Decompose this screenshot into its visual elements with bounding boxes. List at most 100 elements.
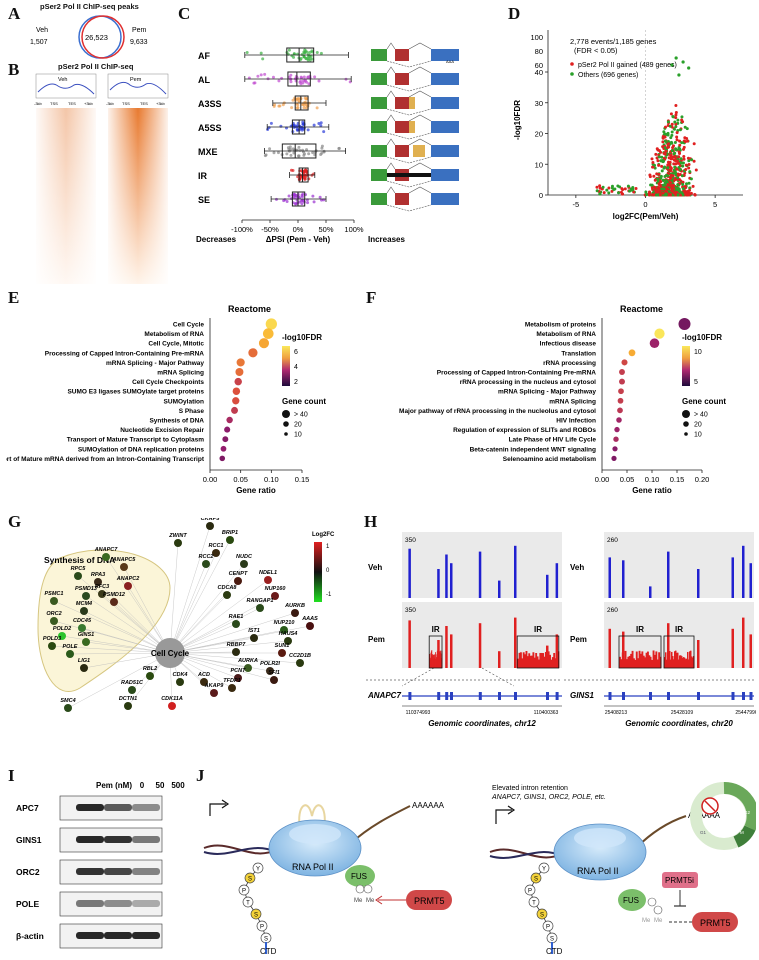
dot-size-tick: 10 [694, 432, 702, 439]
ctd-bead [250, 908, 262, 920]
c-exon [371, 193, 387, 205]
d-point [669, 166, 673, 170]
dot-term-label: HIV Infection [556, 418, 596, 425]
ctd-bead [530, 872, 542, 884]
c-category-label: AL [198, 75, 210, 85]
c-box [281, 143, 317, 159]
d-point [673, 178, 677, 182]
d-point [595, 185, 599, 189]
h-scale: 350 [405, 537, 416, 544]
g-node-label: CKAP5 [201, 518, 221, 522]
d-point [668, 160, 672, 164]
g-node-label: ACD [197, 672, 210, 678]
d-point [674, 56, 678, 60]
d-point [670, 130, 674, 134]
panel-label-a: A [8, 4, 21, 23]
ctd-bead [528, 896, 540, 908]
c-point [245, 51, 249, 55]
c-point [252, 81, 256, 85]
d-point [670, 133, 674, 137]
d-point [687, 166, 691, 170]
g-node [174, 539, 182, 547]
dot-mark [219, 455, 226, 462]
d-point [665, 187, 669, 191]
c-exon [395, 73, 409, 85]
c-category-label: SE [198, 195, 210, 205]
d-point [688, 170, 692, 174]
svg-text:M: M [740, 830, 744, 835]
g-node-label: ORC2 [46, 611, 61, 617]
h-veh-signal [514, 545, 517, 598]
h-veh-signal [742, 545, 745, 598]
g-node [176, 678, 184, 686]
h-veh-signal [445, 554, 448, 598]
d-point [677, 150, 681, 154]
d-point [665, 173, 669, 177]
h-caption: Genomic coordinates, chr12 [428, 719, 536, 728]
d-point [657, 163, 661, 167]
d-point [662, 187, 666, 191]
d-point [680, 174, 684, 178]
prmt5-left [406, 890, 452, 910]
d-point [682, 154, 686, 158]
c-box [291, 191, 306, 207]
dot-xtick: 0.05 [233, 475, 248, 484]
i-band-label: GINS1 [16, 835, 42, 845]
dot-mark [222, 436, 229, 443]
d-point [675, 159, 679, 163]
d-point [676, 175, 680, 179]
g-node-label: LIG1 [78, 658, 90, 664]
dot-mark [614, 426, 620, 433]
h-veh-signal [649, 586, 652, 598]
h-coord: 110374993 [406, 710, 431, 716]
g-node-label: ANAPC7 [94, 547, 119, 553]
c-point [306, 55, 310, 59]
d-point [663, 135, 667, 139]
d-point [681, 193, 685, 197]
c-point [313, 75, 317, 79]
h-pem-signal [742, 617, 745, 668]
d-point [682, 157, 686, 161]
g-node [250, 634, 258, 642]
c-left-label: Decreases [196, 235, 237, 244]
dot-size-tick: > 40 [294, 412, 308, 419]
g-node [284, 637, 292, 645]
h-pem-signal [478, 623, 482, 668]
d-point [674, 104, 678, 108]
dot-size-key [683, 421, 689, 427]
c-category-label: A3SS [198, 99, 222, 109]
d-point [617, 191, 621, 195]
c-point [306, 201, 310, 205]
c-exon [371, 97, 387, 109]
heatmap-svg: Veh Pem -3kb TSS TES +3kb -3kb TSS TES +… [34, 73, 169, 284]
h-ir-label: IR [675, 625, 683, 634]
c-point [307, 82, 311, 86]
d-point [650, 157, 654, 161]
d-point [680, 141, 684, 145]
d-point [674, 116, 678, 120]
i-band-label: ORC2 [16, 867, 40, 877]
dot-mark [619, 378, 625, 385]
g-node [94, 578, 102, 586]
d-point [677, 161, 681, 165]
g-node-label: DCTN1 [119, 696, 137, 702]
h-veh-signal [731, 557, 734, 598]
g-node [66, 650, 74, 658]
g-node [232, 648, 240, 656]
c-xtick: -100% [231, 225, 253, 234]
d-point [598, 186, 602, 190]
c-point [299, 56, 303, 60]
d-point [673, 120, 677, 124]
d-point [655, 147, 659, 151]
g-node [50, 617, 58, 625]
dot-xtick: 0.15 [295, 475, 310, 484]
i-dose: 500 [171, 781, 185, 790]
c-aaa: AAA [446, 59, 454, 64]
g-node-label: CC2D1B [289, 653, 311, 659]
g-node-label: PCNT [231, 668, 247, 674]
d-point [691, 184, 695, 188]
dot-mark [621, 359, 628, 366]
i-band [104, 868, 132, 875]
panel-i-western: Pem (nM) 0 50 500 APC7 GINS1 ORC2 POLE β-actin [16, 781, 185, 949]
c-point [319, 121, 323, 125]
